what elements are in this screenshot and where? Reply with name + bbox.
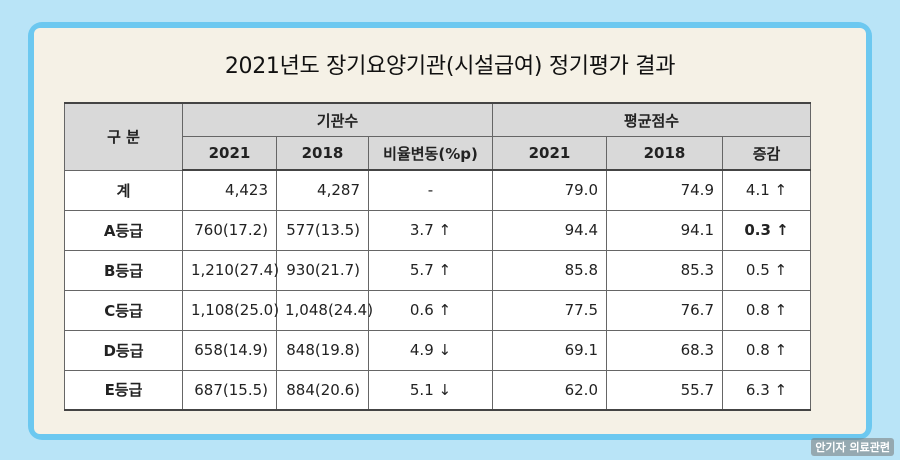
cell-ratio-change: 4.9 ↓ xyxy=(368,329,493,371)
cell-score-diff: 0.5 ↑ xyxy=(721,249,812,291)
watermark: 안기자 의료관련 xyxy=(811,438,894,456)
cell-count-2021: 760(17.2) xyxy=(182,209,277,251)
header-ratio-change: 비율변동(%p) xyxy=(368,136,493,171)
table-row: E등급 687(15.5) 884(20.6) 5.1 ↓ 62.0 55.7 … xyxy=(64,369,812,411)
cell-score-2018: 55.7 xyxy=(606,369,723,411)
row-label: C등급 xyxy=(64,289,183,331)
cell-score-diff: 0.3 ↑ xyxy=(721,209,812,251)
row-label: A등급 xyxy=(64,209,183,251)
row-label: 계 xyxy=(64,169,183,211)
cell-count-2018: 4,287 xyxy=(276,169,369,211)
cell-count-2021: 658(14.9) xyxy=(182,329,277,371)
cell-score-diff: 4.1 ↑ xyxy=(721,169,812,211)
cell-score-2021: 69.1 xyxy=(492,329,607,371)
header-inst-2018: 2018 xyxy=(276,136,369,171)
cell-score-2018: 85.3 xyxy=(606,249,723,291)
evaluation-table: 구 분 기관수 평균점수 2021 2018 비율변동(%p) 2021 201… xyxy=(64,102,812,411)
table-row: D등급 658(14.9) 848(19.8) 4.9 ↓ 69.1 68.3 … xyxy=(64,329,812,371)
cell-score-diff: 0.8 ↑ xyxy=(721,329,812,371)
header-inst-2021: 2021 xyxy=(182,136,277,171)
row-label: E등급 xyxy=(64,369,183,411)
cell-count-2018: 1,048(24.4) xyxy=(276,289,373,331)
cell-count-2018: 577(13.5) xyxy=(276,209,369,251)
cell-count-2021: 1,108(25.0) xyxy=(182,289,279,331)
cell-score-diff: 0.8 ↑ xyxy=(721,289,812,331)
cell-count-2021: 687(15.5) xyxy=(182,369,277,411)
cell-score-2021: 79.0 xyxy=(492,169,607,211)
header-average-score: 평균점수 xyxy=(491,102,812,137)
table-row: C등급 1,108(25.0) 1,048(24.4) 0.6 ↑ 77.5 7… xyxy=(64,289,812,331)
cell-ratio-change: - xyxy=(368,169,493,211)
cell-score-2018: 74.9 xyxy=(606,169,723,211)
table-row: A등급 760(17.2) 577(13.5) 3.7 ↑ 94.4 94.1 … xyxy=(64,209,812,251)
table-row: 계 4,423 4,287 - 79.0 74.9 4.1 ↑ xyxy=(64,169,812,211)
row-label: D등급 xyxy=(64,329,183,371)
cell-score-diff: 6.3 ↑ xyxy=(721,369,812,411)
row-label: B등급 xyxy=(64,249,183,291)
cell-count-2021: 4,423 xyxy=(182,169,277,211)
table-row: B등급 1,210(27.4) 930(21.7) 5.7 ↑ 85.8 85.… xyxy=(64,249,812,291)
cell-score-2018: 68.3 xyxy=(606,329,723,371)
cell-score-2021: 62.0 xyxy=(492,369,607,411)
cell-ratio-change: 3.7 ↑ xyxy=(368,209,493,251)
cell-score-2021: 77.5 xyxy=(492,289,607,331)
cell-ratio-change: 5.1 ↓ xyxy=(368,369,493,411)
header-score-diff: 증감 xyxy=(721,136,812,171)
cell-count-2021: 1,210(27.4) xyxy=(182,249,279,291)
header-category: 구 분 xyxy=(64,102,183,171)
cell-count-2018: 848(19.8) xyxy=(276,329,369,371)
cell-score-2018: 76.7 xyxy=(606,289,723,331)
cell-count-2018: 930(21.7) xyxy=(276,249,369,291)
cell-score-2021: 85.8 xyxy=(492,249,607,291)
cell-score-2018: 94.1 xyxy=(606,209,723,251)
header-institutions: 기관수 xyxy=(182,102,493,137)
cell-count-2018: 884(20.6) xyxy=(276,369,369,411)
cell-ratio-change: 0.6 ↑ xyxy=(368,289,493,331)
page-title: 2021년도 장기요양기관(시설급여) 정기평가 결과 xyxy=(224,54,676,79)
header-score-2018: 2018 xyxy=(606,136,723,171)
cell-score-2021: 94.4 xyxy=(492,209,607,251)
cell-ratio-change: 5.7 ↑ xyxy=(368,249,493,291)
header-score-2021: 2021 xyxy=(492,136,607,171)
